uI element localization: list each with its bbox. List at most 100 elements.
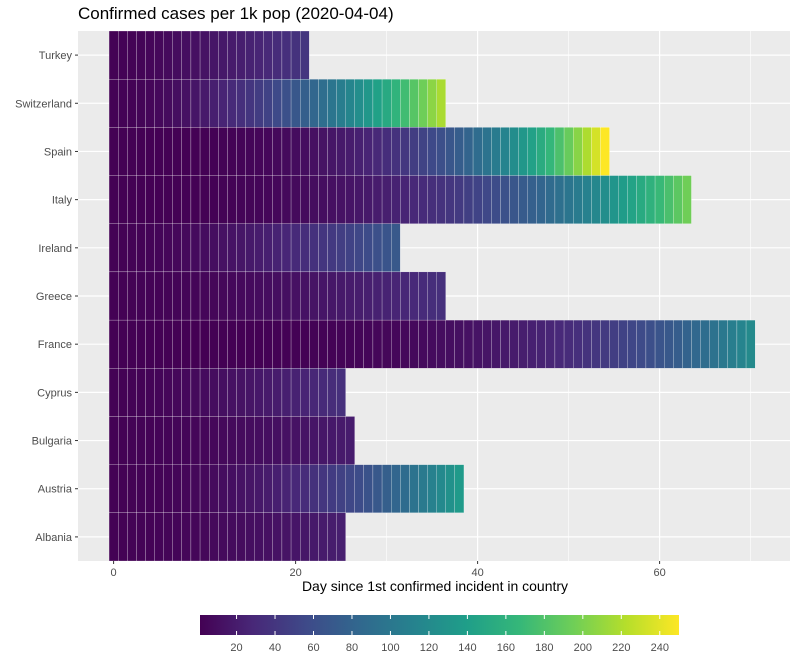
y-tick-label: Turkey — [39, 50, 73, 62]
heatmap-tile — [600, 127, 610, 176]
heatmap-tile — [108, 464, 119, 513]
heatmap-tile — [381, 464, 392, 513]
heatmap-tile — [154, 175, 164, 224]
heatmap-tile — [318, 368, 328, 417]
heatmap-tile — [145, 416, 155, 465]
heatmap-tile — [336, 127, 346, 176]
heatmap-tile — [127, 416, 137, 465]
heatmap-tile — [227, 271, 237, 321]
heatmap-tile — [281, 175, 292, 224]
heatmap-tile — [236, 30, 246, 80]
heatmap-tile — [391, 271, 401, 321]
heatmap-tile — [290, 223, 301, 273]
heatmap-tile — [154, 368, 164, 417]
heatmap-tile — [245, 223, 255, 273]
heatmap-tile — [463, 127, 474, 176]
heatmap-tile — [582, 127, 592, 176]
heatmap-tile — [327, 512, 337, 562]
heatmap-tile — [136, 416, 146, 465]
heatmap-tile — [236, 79, 246, 128]
heatmap-tile — [554, 127, 565, 176]
heatmap-tile — [472, 175, 483, 224]
heatmap-tile — [245, 464, 255, 513]
heatmap-tile — [127, 30, 137, 80]
heatmap-tile — [118, 512, 128, 562]
heatmap-tile — [445, 319, 455, 369]
heatmap-tile — [127, 271, 137, 321]
heatmap-tile — [418, 271, 428, 321]
heatmap-tile — [181, 464, 192, 513]
heatmap-tile — [136, 512, 146, 562]
heatmap-tile — [372, 223, 383, 273]
heatmap-tile — [391, 464, 401, 513]
heatmap-tile — [381, 127, 392, 176]
heatmap-tile — [527, 127, 537, 176]
heatmap-tile — [409, 175, 419, 224]
heatmap-tile — [363, 319, 374, 369]
colorbar-tick-label: 20 — [230, 642, 242, 654]
heatmap-tile — [218, 464, 228, 513]
heatmap-tile — [172, 271, 182, 321]
heatmap-tile — [236, 319, 246, 369]
heatmap-tile — [654, 175, 665, 224]
heatmap-tile — [318, 127, 328, 176]
heatmap-tile — [363, 271, 374, 321]
heatmap-tile — [254, 127, 264, 176]
heatmap-tile — [309, 175, 319, 224]
heatmap-tile — [218, 175, 228, 224]
heatmap-tile — [591, 127, 601, 176]
heatmap-tile — [281, 127, 292, 176]
heatmap-tile — [199, 175, 210, 224]
heatmap-tile — [254, 79, 264, 128]
heatmap-tile — [236, 271, 246, 321]
heatmap-tile — [172, 30, 182, 80]
heatmap-tile — [463, 319, 474, 369]
colorbar-tick-label: 220 — [612, 642, 630, 654]
heatmap-tile — [263, 368, 273, 417]
heatmap-tile — [745, 319, 756, 369]
heatmap-tile — [108, 175, 119, 224]
heatmap-tile — [163, 127, 173, 176]
heatmap-tile — [300, 223, 310, 273]
heatmap-tile — [172, 127, 182, 176]
heatmap-tile — [372, 271, 383, 321]
heatmap-tile — [536, 319, 546, 369]
heatmap-tile — [309, 464, 319, 513]
heatmap-tile — [136, 30, 146, 80]
heatmap-tile — [181, 416, 192, 465]
heatmap-tile — [372, 464, 383, 513]
heatmap-tile — [409, 319, 419, 369]
heatmap-tile — [254, 512, 264, 562]
heatmap-tile — [145, 175, 155, 224]
heatmap-tile — [354, 79, 364, 128]
heatmap-tile — [227, 127, 237, 176]
heatmap-tile — [618, 175, 628, 224]
heatmap-tile — [627, 175, 637, 224]
heatmap-tile — [300, 30, 310, 80]
heatmap-tile — [145, 127, 155, 176]
heatmap-tile — [573, 319, 583, 369]
heatmap-tile — [609, 175, 619, 224]
heatmap-tile — [472, 319, 483, 369]
heatmap-tile — [281, 30, 292, 80]
heatmap-tile — [300, 79, 310, 128]
heatmap-tile — [163, 175, 173, 224]
heatmap-tile — [163, 30, 173, 80]
heatmap-tile — [281, 223, 292, 273]
heatmap-tile — [209, 416, 219, 465]
heatmap-tiles — [108, 30, 756, 562]
heatmap-tile — [309, 127, 319, 176]
heatmap-tile — [218, 271, 228, 321]
x-axis-title: Day since 1st confirmed incident in coun… — [302, 578, 568, 594]
heatmap-tile — [509, 175, 519, 224]
heatmap-tile — [391, 175, 401, 224]
heatmap-tile — [554, 175, 565, 224]
x-tick-label: 40 — [471, 567, 483, 579]
heatmap-tile — [354, 319, 364, 369]
heatmap-tile — [582, 319, 592, 369]
heatmap-tile — [527, 319, 537, 369]
heatmap-tile — [263, 175, 273, 224]
heatmap-tile — [118, 30, 128, 80]
heatmap-tile — [573, 175, 583, 224]
heatmap-tile — [654, 319, 665, 369]
